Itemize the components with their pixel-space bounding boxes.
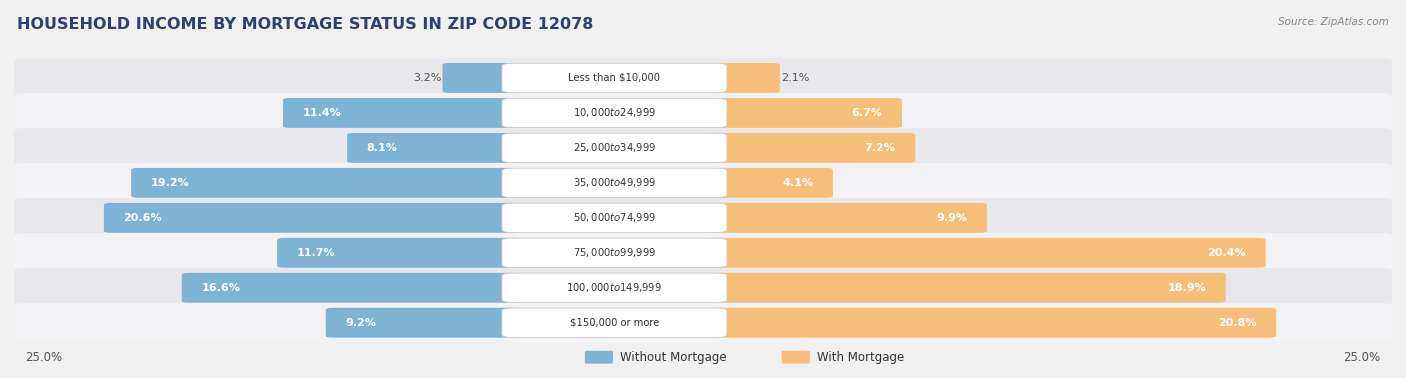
Text: 18.9%: 18.9% <box>1167 283 1206 293</box>
FancyBboxPatch shape <box>502 133 727 163</box>
FancyBboxPatch shape <box>443 63 519 93</box>
FancyBboxPatch shape <box>14 163 1392 203</box>
FancyBboxPatch shape <box>347 133 519 163</box>
Text: With Mortgage: With Mortgage <box>817 351 904 364</box>
FancyBboxPatch shape <box>326 308 519 338</box>
Text: 7.2%: 7.2% <box>865 143 896 153</box>
FancyBboxPatch shape <box>14 128 1392 168</box>
Text: 11.7%: 11.7% <box>297 248 336 258</box>
Text: $50,000 to $74,999: $50,000 to $74,999 <box>572 211 657 224</box>
FancyBboxPatch shape <box>181 273 519 303</box>
FancyBboxPatch shape <box>710 133 915 163</box>
FancyBboxPatch shape <box>710 273 1226 303</box>
Text: $10,000 to $24,999: $10,000 to $24,999 <box>572 107 657 119</box>
FancyBboxPatch shape <box>14 93 1392 133</box>
FancyBboxPatch shape <box>277 238 519 268</box>
FancyBboxPatch shape <box>585 351 613 364</box>
Text: 8.1%: 8.1% <box>367 143 398 153</box>
FancyBboxPatch shape <box>502 203 727 232</box>
Text: 19.2%: 19.2% <box>150 178 190 188</box>
FancyBboxPatch shape <box>14 303 1392 342</box>
Text: HOUSEHOLD INCOME BY MORTGAGE STATUS IN ZIP CODE 12078: HOUSEHOLD INCOME BY MORTGAGE STATUS IN Z… <box>17 17 593 32</box>
FancyBboxPatch shape <box>710 98 901 128</box>
FancyBboxPatch shape <box>14 268 1392 308</box>
FancyBboxPatch shape <box>283 98 519 128</box>
FancyBboxPatch shape <box>710 168 832 198</box>
FancyBboxPatch shape <box>104 203 519 233</box>
FancyBboxPatch shape <box>502 168 727 198</box>
Text: $35,000 to $49,999: $35,000 to $49,999 <box>572 177 657 189</box>
FancyBboxPatch shape <box>14 58 1392 98</box>
Text: 11.4%: 11.4% <box>302 108 342 118</box>
Text: 3.2%: 3.2% <box>413 73 441 83</box>
Text: 25.0%: 25.0% <box>1344 351 1381 364</box>
Text: 9.2%: 9.2% <box>346 318 377 328</box>
FancyBboxPatch shape <box>14 233 1392 273</box>
Text: 4.1%: 4.1% <box>782 178 813 188</box>
Text: 20.6%: 20.6% <box>124 213 162 223</box>
Text: 20.8%: 20.8% <box>1218 318 1257 328</box>
Text: $150,000 or more: $150,000 or more <box>569 318 659 328</box>
Text: 25.0%: 25.0% <box>25 351 62 364</box>
Text: 20.4%: 20.4% <box>1208 248 1246 258</box>
FancyBboxPatch shape <box>782 351 810 364</box>
Text: $25,000 to $34,999: $25,000 to $34,999 <box>572 141 657 154</box>
Text: 2.1%: 2.1% <box>782 73 810 83</box>
FancyBboxPatch shape <box>14 198 1392 238</box>
FancyBboxPatch shape <box>710 63 780 93</box>
Text: 16.6%: 16.6% <box>201 283 240 293</box>
Text: 9.9%: 9.9% <box>936 213 967 223</box>
FancyBboxPatch shape <box>131 168 519 198</box>
FancyBboxPatch shape <box>710 238 1265 268</box>
FancyBboxPatch shape <box>710 203 987 233</box>
Text: $75,000 to $99,999: $75,000 to $99,999 <box>572 246 657 259</box>
FancyBboxPatch shape <box>502 308 727 338</box>
FancyBboxPatch shape <box>710 308 1277 338</box>
Text: Less than $10,000: Less than $10,000 <box>568 73 661 83</box>
Text: $100,000 to $149,999: $100,000 to $149,999 <box>567 281 662 294</box>
Text: Without Mortgage: Without Mortgage <box>620 351 727 364</box>
FancyBboxPatch shape <box>502 98 727 128</box>
Text: Source: ZipAtlas.com: Source: ZipAtlas.com <box>1278 17 1389 27</box>
FancyBboxPatch shape <box>502 273 727 302</box>
Text: 6.7%: 6.7% <box>851 108 882 118</box>
FancyBboxPatch shape <box>502 63 727 93</box>
FancyBboxPatch shape <box>502 238 727 268</box>
